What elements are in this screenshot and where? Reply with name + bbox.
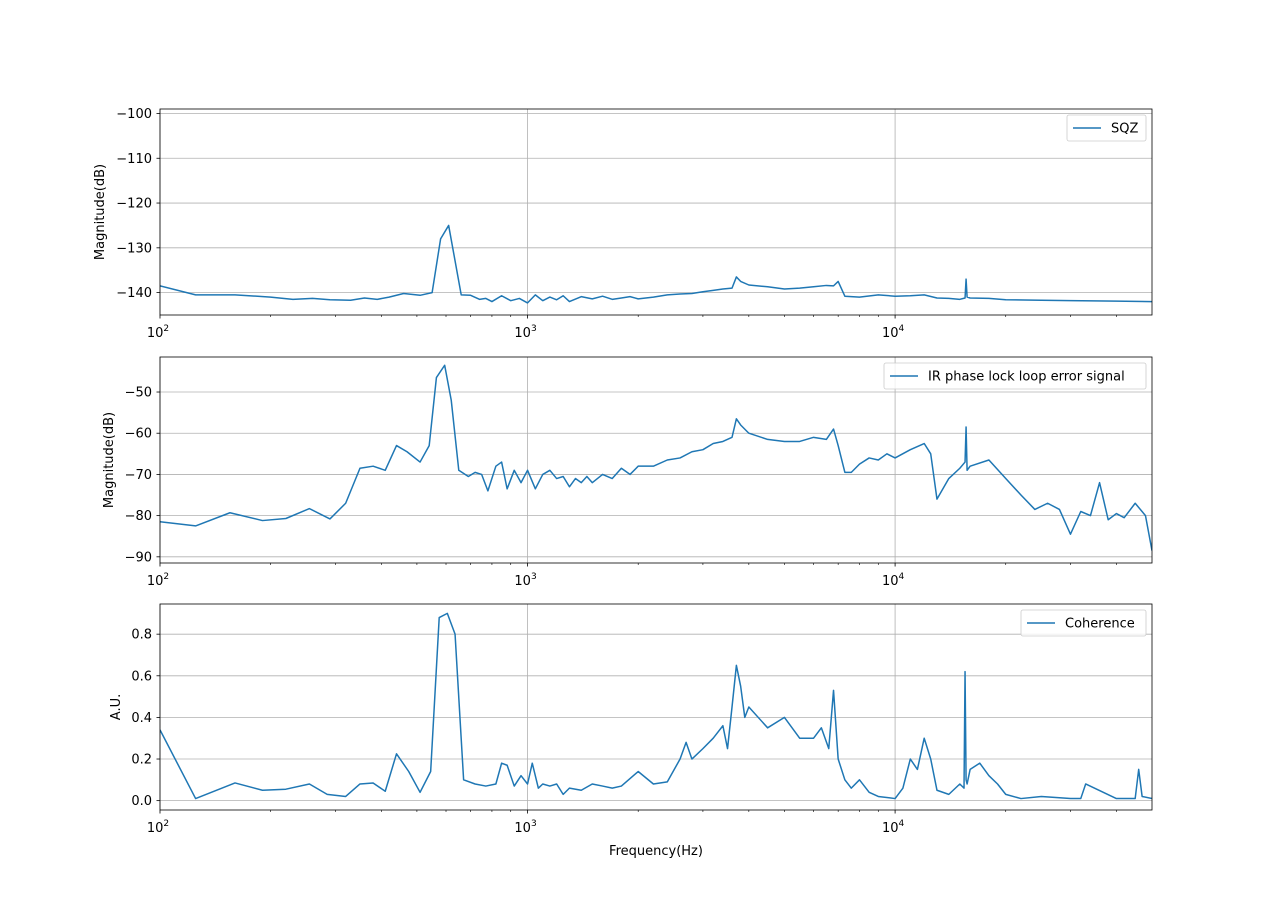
- y-tick-label: −70: [125, 468, 152, 483]
- y-tick-label: 0.4: [131, 711, 152, 726]
- x-tick-label: 103: [514, 819, 536, 836]
- y-tick-label: −130: [116, 241, 152, 256]
- subplot-3: 102 103 104 0.0 0.2 0.4 0.6 0.8 A.U. Frequency(Hz…: [109, 603, 1153, 859]
- plot-area: [160, 109, 1152, 315]
- series-line: [160, 364, 1152, 551]
- y-tick-label: 0.6: [131, 669, 152, 684]
- plot-area: [160, 604, 1152, 810]
- x-axis-label: Frequency(Hz): [609, 844, 703, 859]
- x-tick-label: 102: [147, 572, 169, 589]
- y-tick-label: 0.0: [131, 794, 152, 809]
- x-tick-label: 104: [882, 819, 905, 836]
- axes-frame: [159, 603, 1153, 811]
- y-axis-label: Magnitude(dB): [102, 412, 117, 508]
- legend: SQZ: [1066, 114, 1147, 142]
- subplot-2: 102 103 104 −50 −60 −70 −80 −90 Magnitude(dB) IR …: [102, 356, 1153, 589]
- y-tick-label: 0.8: [131, 628, 152, 643]
- legend: IR phase lock loop error signal: [883, 362, 1147, 390]
- y-tick-label: −100: [116, 107, 152, 122]
- legend-label: Coherence: [1065, 617, 1135, 632]
- x-tick-label: 104: [882, 324, 905, 341]
- subplot-1: 102 103 104 −100 −110 −120 −130 −140 Magnitude(d…: [93, 107, 1153, 341]
- legend-label: SQZ: [1111, 122, 1138, 137]
- x-tick-label: 103: [514, 572, 536, 589]
- x-tick-label: 104: [882, 572, 905, 589]
- y-tick-label: −60: [125, 427, 152, 442]
- axes-frame: [159, 108, 1153, 316]
- series-line: [160, 224, 1152, 304]
- x-tick-label: 102: [147, 324, 169, 341]
- y-tick-label: −140: [116, 286, 152, 301]
- y-tick-label: −80: [125, 509, 152, 524]
- y-tick-label: −120: [116, 197, 152, 212]
- y-tick-label: −50: [125, 386, 152, 401]
- series-line: [160, 612, 1152, 800]
- legend-box: [1020, 609, 1147, 637]
- legend: Coherence: [1020, 609, 1147, 637]
- legend-label: IR phase lock loop error signal: [928, 370, 1125, 385]
- y-axis-label: A.U.: [109, 694, 124, 720]
- x-tick-label: 103: [514, 324, 536, 341]
- axes-frame: [159, 356, 1153, 564]
- y-tick-label: 0.2: [131, 753, 152, 768]
- y-tick-label: −110: [116, 152, 152, 167]
- subplots: 102 103 104 −100 −110 −120 −130 −140 Magnitude(d…: [93, 107, 1153, 859]
- y-tick-label: −90: [125, 550, 152, 565]
- legend-box: [1066, 114, 1147, 142]
- y-axis-label: Magnitude(dB): [93, 164, 108, 260]
- x-tick-label: 102: [147, 819, 169, 836]
- legend-box: [883, 362, 1147, 390]
